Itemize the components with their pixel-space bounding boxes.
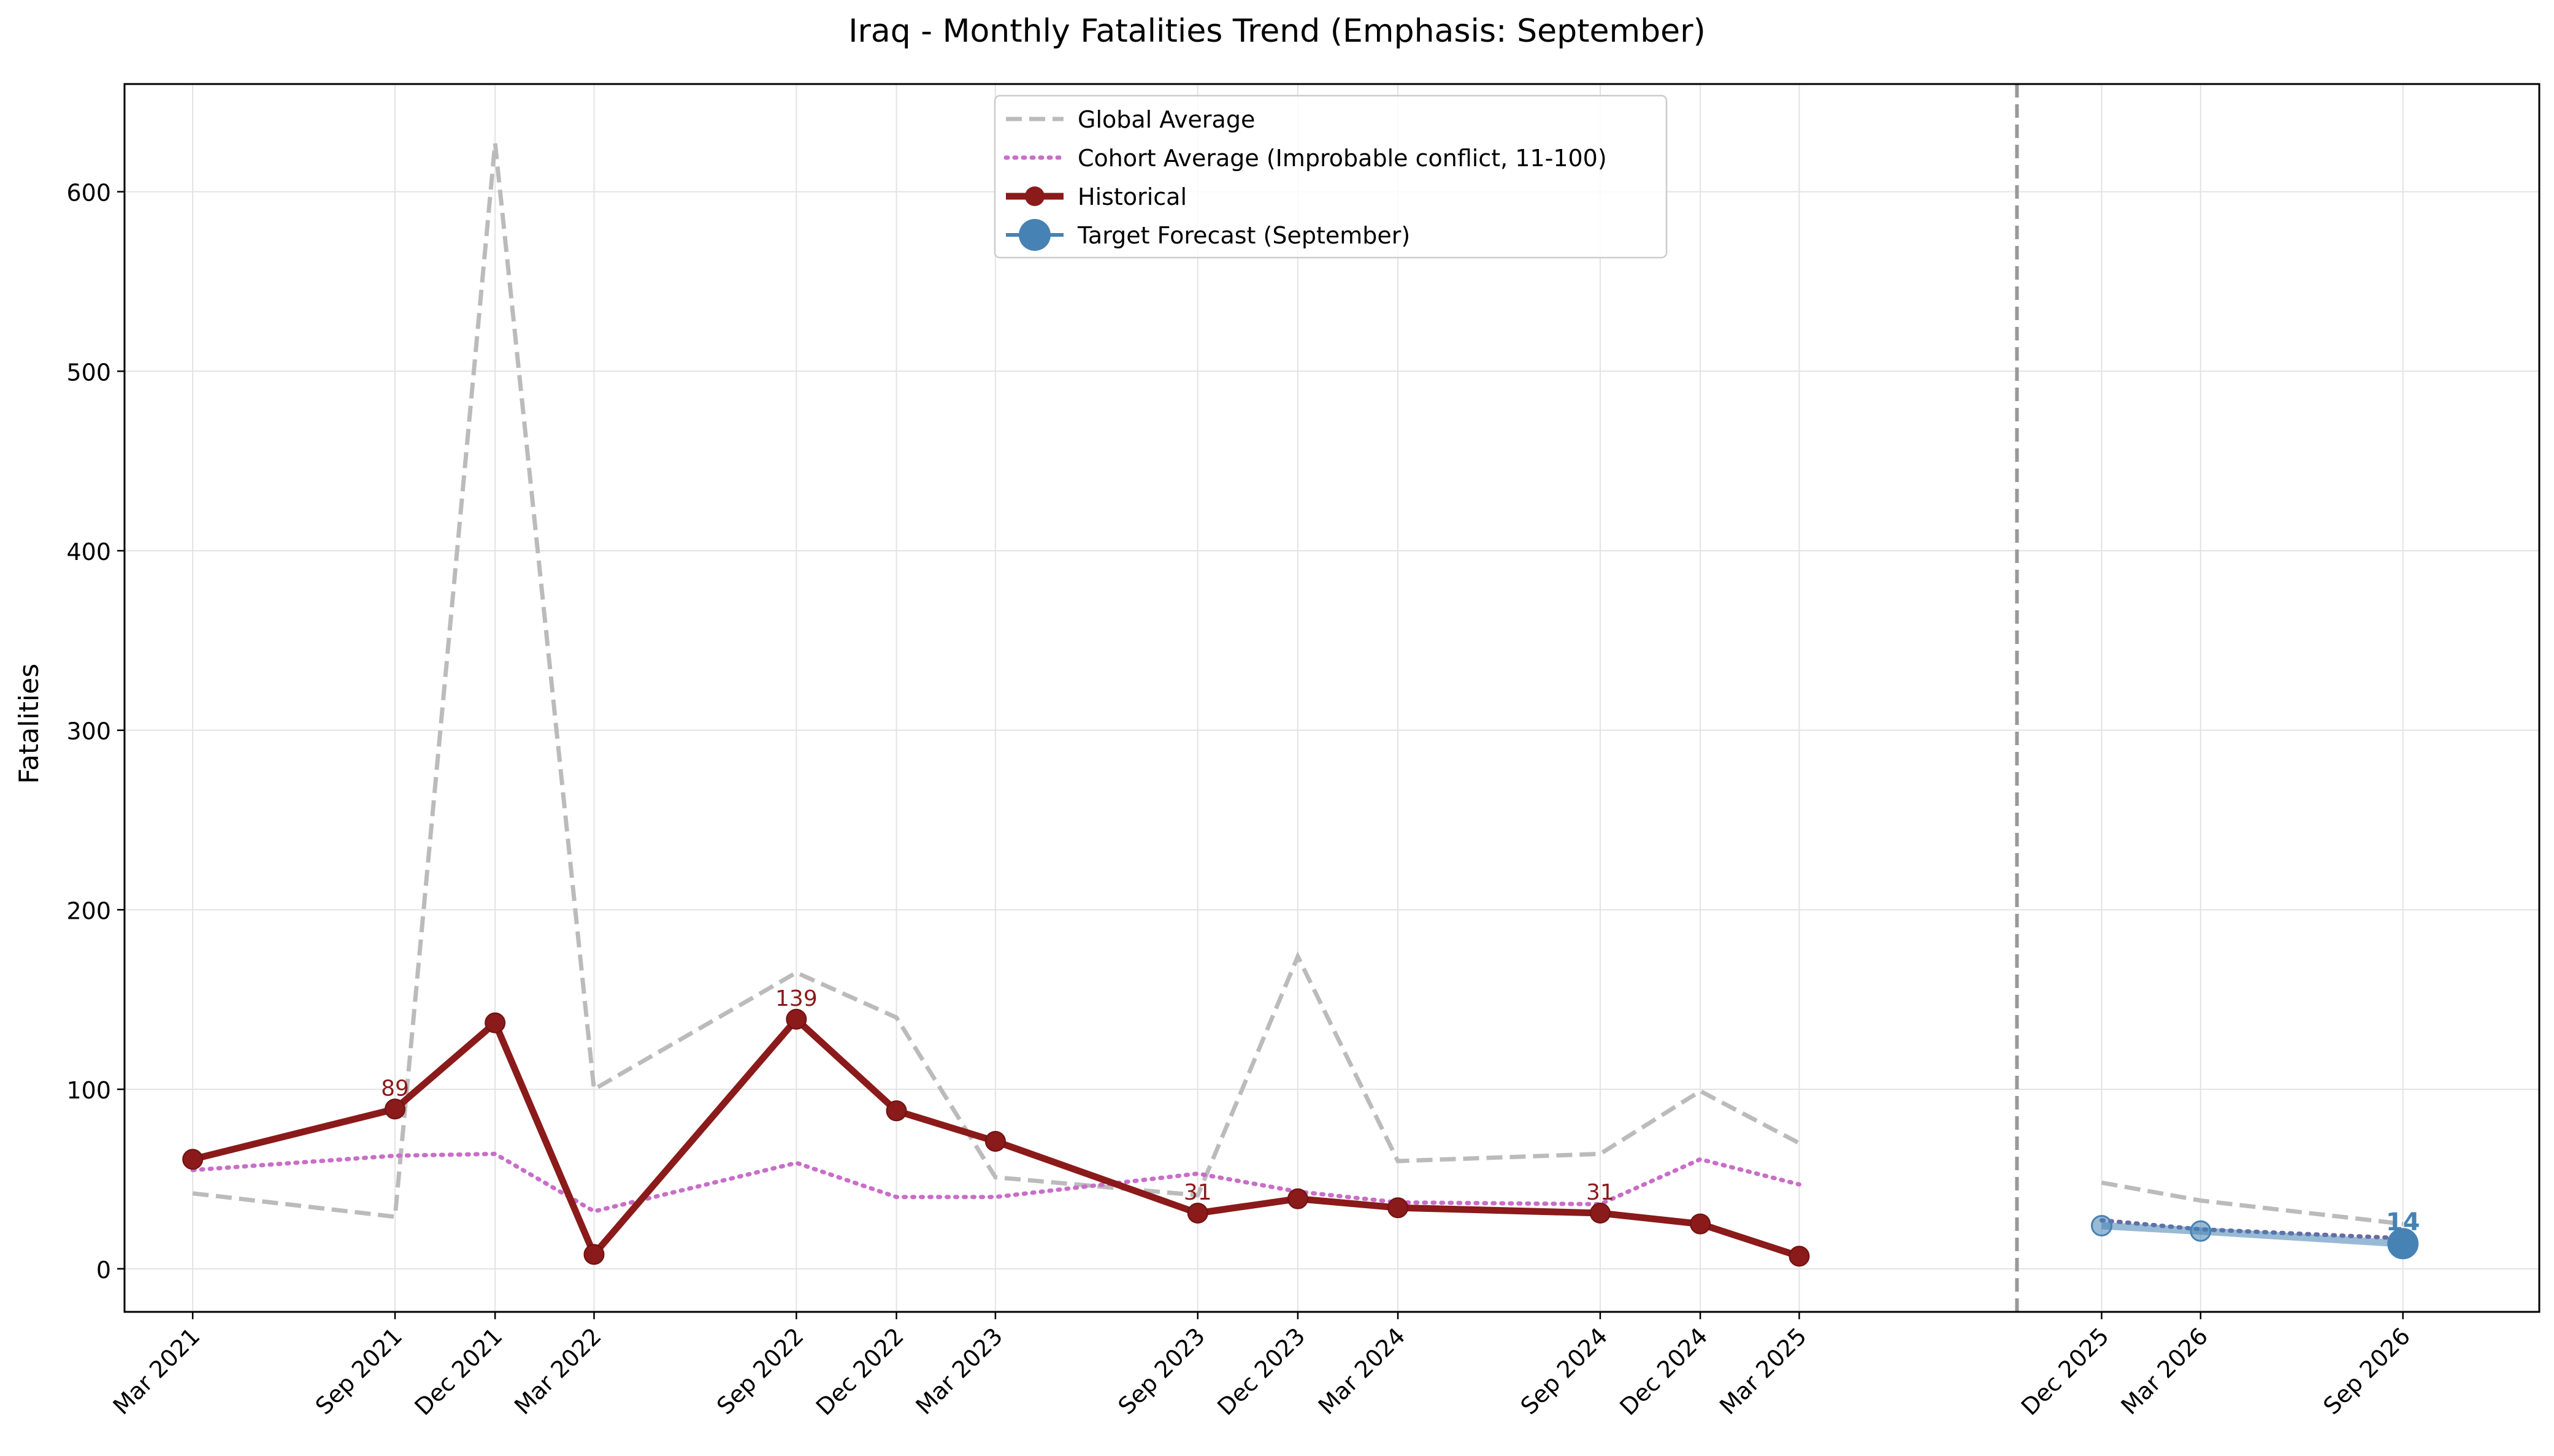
series-layer — [182, 143, 2419, 1267]
x-tick-label: Dec 2022 — [811, 1322, 909, 1420]
forecast-point — [2190, 1220, 2212, 1242]
legend-label: Global Average — [1078, 106, 1255, 133]
series-line-cohort-average-forecast — [2100, 1218, 2406, 1241]
historical-point — [1287, 1188, 1308, 1209]
historical-data-label: 139 — [775, 986, 818, 1011]
y-tick-label: 300 — [66, 718, 111, 745]
legend-marker — [1025, 186, 1045, 206]
y-tick-label: 400 — [66, 538, 111, 565]
series-line-cohort-average — [190, 1151, 1801, 1214]
historical-data-label: 89 — [381, 1076, 409, 1101]
x-tick-label: Dec 2021 — [410, 1322, 508, 1420]
historical-point — [485, 1012, 506, 1033]
historical-point — [385, 1098, 406, 1120]
gridlines — [125, 84, 2539, 1312]
x-tick-label: Sep 2022 — [711, 1322, 809, 1420]
x-tick-label: Mar 2023 — [911, 1322, 1008, 1420]
y-tick-label: 200 — [66, 897, 111, 924]
legend-marker — [1019, 219, 1051, 251]
historical-point — [1589, 1203, 1611, 1224]
x-tick-label: Mar 2026 — [2115, 1322, 2213, 1420]
historical-point — [1690, 1213, 1711, 1235]
legend-label: Cohort Average (Improbable conflict, 11-… — [1078, 145, 1607, 172]
legend-box — [994, 94, 1668, 259]
y-tick-label: 600 — [66, 180, 111, 207]
x-tick-label: Mar 2025 — [1714, 1322, 1812, 1420]
x-tick-label: Mar 2021 — [108, 1322, 205, 1420]
y-axis-label: Fatalities — [13, 664, 45, 784]
historical-data-label: 31 — [1184, 1180, 1212, 1205]
historical-point — [786, 1008, 807, 1030]
forecast-point — [2090, 1215, 2112, 1237]
legend: Global Average Cohort Average (Improbable… — [994, 94, 1668, 259]
plot-frame — [123, 83, 2541, 1313]
historical-point — [182, 1149, 204, 1170]
historical-data-label: 31 — [1586, 1180, 1614, 1205]
forecast-point — [2387, 1228, 2419, 1260]
x-tick-label: Sep 2021 — [310, 1322, 408, 1420]
x-tick-label: Mar 2022 — [509, 1322, 607, 1420]
y-tick-label: 500 — [66, 359, 111, 386]
legend-label: Historical — [1078, 183, 1187, 210]
y-tick-label: 100 — [66, 1077, 111, 1104]
historical-point — [1387, 1197, 1409, 1219]
series-line-global-average-forecast — [2101, 1180, 2404, 1227]
x-tick-label: Dec 2023 — [1212, 1322, 1310, 1420]
x-tick-label: Dec 2024 — [1614, 1322, 1712, 1420]
chart-title: Iraq - Monthly Fatalities Trend (Emphasi… — [848, 13, 1706, 50]
historical-point — [1187, 1203, 1208, 1224]
x-tick-label: Sep 2024 — [1516, 1322, 1613, 1420]
x-tick-label: Mar 2024 — [1313, 1322, 1411, 1420]
x-tick-label: Dec 2025 — [2016, 1322, 2114, 1420]
y-tick-label: 0 — [96, 1257, 111, 1284]
historical-point — [886, 1100, 907, 1122]
legend-label: Target Forecast (September) — [1077, 222, 1410, 249]
historical-point — [1789, 1246, 1810, 1267]
data-labels: 89 139 31 31 14 — [381, 986, 2420, 1236]
x-tick-label: Sep 2023 — [1113, 1322, 1210, 1420]
x-tick-label: Sep 2026 — [2318, 1322, 2415, 1420]
historical-point — [583, 1244, 605, 1265]
forecast-data-label: 14 — [2386, 1208, 2420, 1236]
historical-point — [984, 1130, 1006, 1152]
series-line-global-average — [192, 143, 1801, 1219]
